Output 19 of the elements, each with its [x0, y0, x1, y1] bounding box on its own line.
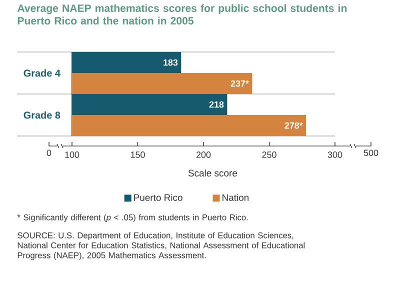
data-label: 278* — [284, 122, 303, 129]
y-tick-label: Grade 4 — [24, 69, 60, 77]
text: 0 — [46, 150, 52, 156]
x-tick-label: 100 — [65, 152, 80, 158]
text: 500 — [364, 150, 378, 156]
data-label: 237* — [230, 80, 249, 87]
text: * Significantly different (p < .05) from students in Puerto Rico. — [17, 214, 248, 222]
x-tick-label: 200 — [196, 152, 211, 158]
data-label: 218 — [209, 101, 224, 108]
data-label: 183 — [164, 59, 178, 66]
source-note: SOURCE: U.S. Department of Education, Institute of Education Sciences, National Center for Education Statistics, National Assessment of Educational Progress (NAEP), 2005 Mathematics Assessment. — [18, 232, 305, 260]
y-tick-label: Grade 8 — [24, 111, 60, 119]
x-axis-title: Scale score — [188, 170, 237, 176]
legend-label: Puerto Rico — [134, 194, 182, 201]
legend-label: Nation — [222, 194, 249, 201]
x-tick-label: 300 — [328, 152, 342, 158]
x-tick-label: 250 — [262, 152, 276, 158]
x-tick-label: 150 — [130, 152, 145, 158]
chart-title: Average NAEP mathematics scores for public school students in Puerto Rico and the nation in 2005 — [17, 4, 347, 25]
